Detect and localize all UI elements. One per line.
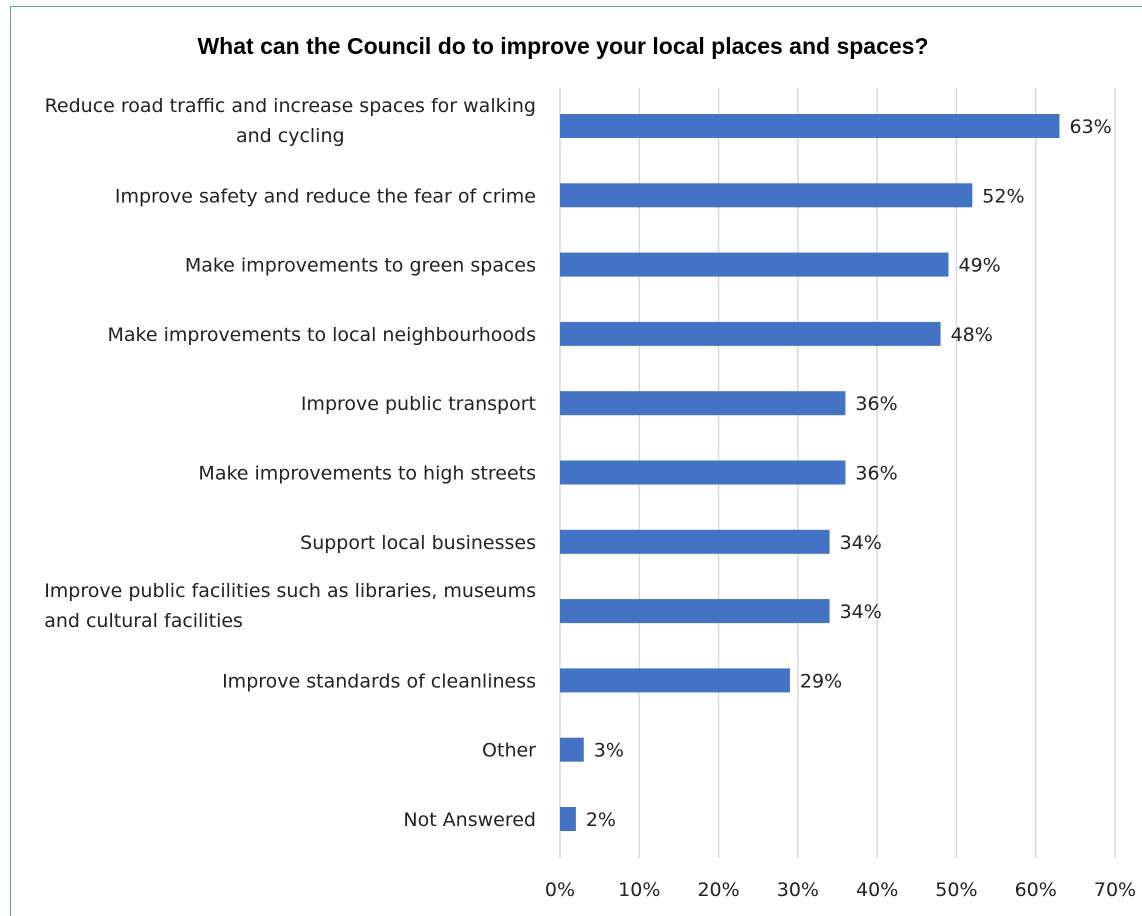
bar (560, 668, 790, 693)
data-label: 48% (951, 324, 993, 346)
category-label: Make improvements to high streets (198, 463, 536, 485)
bar (560, 252, 949, 277)
bar (560, 599, 830, 624)
x-tick-label: 50% (935, 879, 977, 901)
chart-title: What can the Council do to improve your … (197, 33, 928, 59)
x-tick-label: 60% (1015, 879, 1057, 901)
category-label: Reduce road traffic and increase spaces … (45, 95, 536, 147)
x-tick-label: 0% (545, 879, 575, 901)
data-labels: 63% 52% 49% 48% 36% 36% 34% 34% 29% 3% 2% (586, 116, 1112, 831)
category-label: Make improvements to green spaces (185, 255, 536, 277)
data-label: 63% (1070, 116, 1112, 138)
chart-frame (10, 6, 1142, 916)
bar (560, 391, 846, 416)
bar (560, 737, 584, 762)
data-label: 36% (855, 463, 897, 485)
data-label: 49% (959, 255, 1001, 277)
bar (560, 114, 1060, 138)
x-tick-label: 10% (618, 879, 660, 901)
x-tick-label: 30% (777, 879, 819, 901)
x-tick-label: 40% (856, 879, 898, 901)
bar (560, 807, 576, 831)
bar (560, 321, 941, 346)
x-tick-label: 20% (697, 879, 739, 901)
category-label: Not Answered (403, 809, 536, 831)
data-label: 36% (855, 393, 897, 415)
x-tick-label: 70% (1094, 879, 1136, 901)
bars (560, 114, 1060, 831)
category-label: Other (482, 740, 536, 762)
category-label: Improve standards of cleanliness (222, 670, 536, 692)
data-label: 52% (982, 185, 1024, 207)
bar (560, 183, 973, 208)
data-label: 3% (594, 740, 624, 762)
category-label: Make improvements to local neighbourhood… (107, 324, 536, 346)
bar (560, 529, 830, 554)
data-label: 2% (586, 809, 616, 831)
category-labels: Reduce road traffic and increase spaces … (44, 95, 536, 831)
data-label: 34% (840, 532, 882, 554)
x-axis-ticks: 0% 10% 20% 30% 40% 50% 60% 70% (545, 879, 1136, 901)
category-label: Improve public facilities such as librar… (44, 580, 536, 632)
data-label: 34% (840, 601, 882, 623)
bar (560, 460, 846, 485)
category-label: Support local businesses (300, 532, 536, 554)
data-label: 29% (800, 670, 842, 692)
category-label: Improve safety and reduce the fear of cr… (115, 185, 536, 207)
category-label: Improve public transport (301, 393, 536, 415)
